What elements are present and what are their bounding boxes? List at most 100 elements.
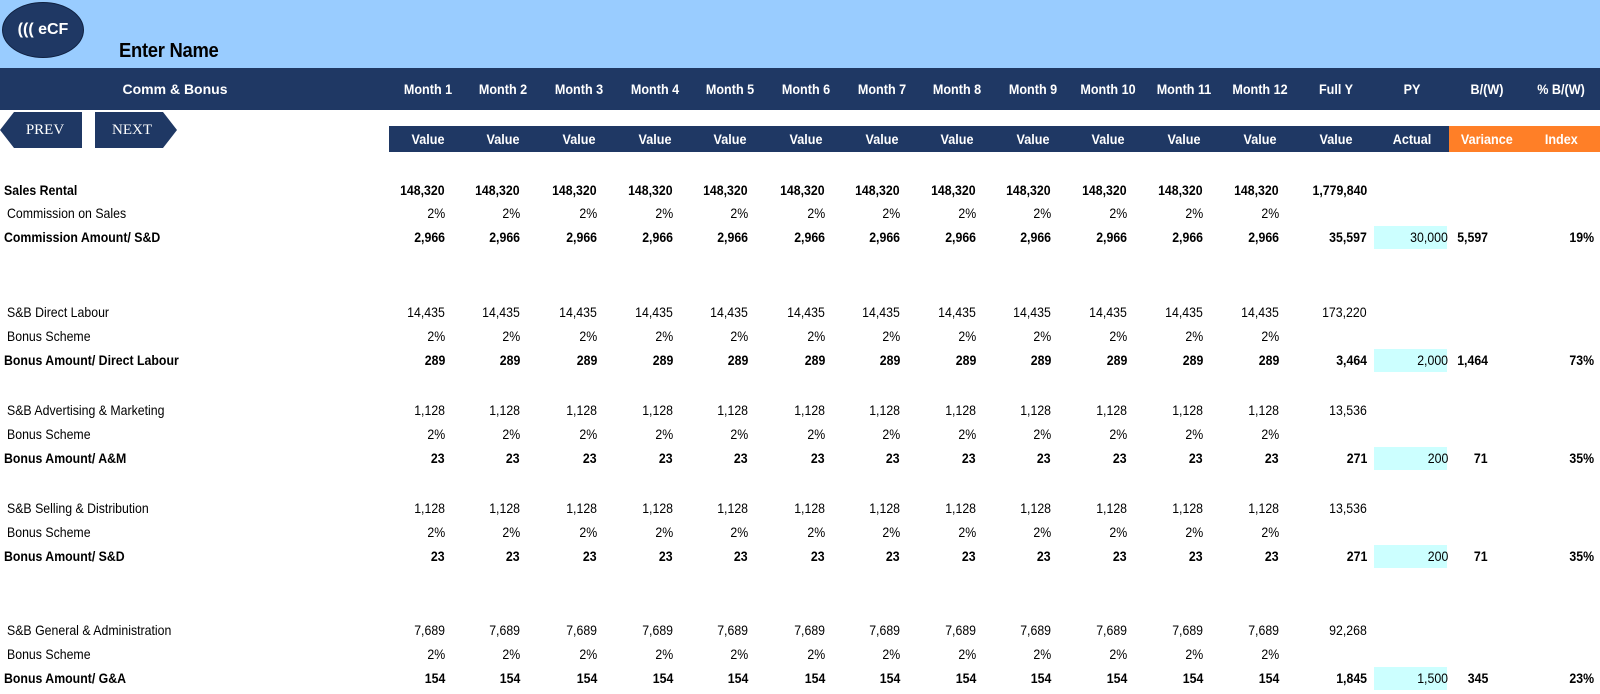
cell-month-6[interactable]: 23 [811,450,825,466]
cell-month-8[interactable]: 154 [955,670,976,686]
cell-month-4[interactable]: 14,435 [635,304,673,320]
cell-month-1[interactable]: 2% [427,328,445,344]
cell-month-12[interactable]: 289 [1258,352,1279,368]
cell-month-3[interactable]: 23 [583,450,597,466]
cell-month-2[interactable]: 2% [502,426,520,442]
cell-month-9[interactable]: 14,435 [1013,304,1051,320]
cell-py[interactable]: 2,000 [1417,352,1448,368]
cell-month-6[interactable]: 7,689 [794,622,825,638]
cell-month-9[interactable]: 2% [1033,426,1051,442]
cell-month-8[interactable]: 2% [958,524,976,540]
cell-month-5[interactable]: 23 [734,548,748,564]
cell-month-11[interactable]: 2% [1185,524,1203,540]
cell-month-10[interactable]: 1,128 [1096,402,1127,418]
cell-month-8[interactable]: 2,966 [945,229,976,245]
cell-month-3[interactable]: 14,435 [559,304,597,320]
cell-month-3[interactable]: 2% [579,646,597,662]
cell-month-1[interactable]: 1,128 [414,500,445,516]
cell-month-7[interactable]: 23 [886,548,900,564]
cell-month-11[interactable]: 2% [1185,205,1203,221]
cell-month-2[interactable]: 7,689 [489,622,520,638]
cell-month-3[interactable]: 2% [579,426,597,442]
cell-month-3[interactable]: 23 [583,548,597,564]
cell-month-12[interactable]: 14,435 [1241,304,1279,320]
cell-month-3[interactable]: 2% [579,328,597,344]
cell-month-5[interactable]: 2% [730,205,748,221]
cell-month-2[interactable]: 1,128 [489,402,520,418]
cell-month-9[interactable]: 23 [1037,548,1051,564]
cell-month-4[interactable]: 1,128 [642,402,673,418]
cell-month-9[interactable]: 23 [1037,450,1051,466]
cell-month-2[interactable]: 2% [502,646,520,662]
cell-month-9[interactable]: 154 [1030,670,1051,686]
cell-month-2[interactable]: 2% [502,328,520,344]
cell-month-3[interactable]: 148,320 [552,182,597,198]
cell-month-11[interactable]: 289 [1182,352,1203,368]
cell-b-w[interactable]: 35% [1569,450,1594,466]
cell-month-7[interactable]: 154 [879,670,900,686]
cell-full-y[interactable]: 13,536 [1329,500,1367,516]
cell-month-10[interactable]: 2% [1109,205,1127,221]
cell-month-7[interactable]: 2,966 [869,229,900,245]
cell-month-8[interactable]: 1,128 [945,500,976,516]
next-button[interactable]: NEXT [95,112,177,148]
cell-py[interactable]: 1,500 [1417,670,1448,686]
cell-month-11[interactable]: 23 [1189,450,1203,466]
cell-month-10[interactable]: 2% [1109,646,1127,662]
cell-month-7[interactable]: 7,689 [869,622,900,638]
cell-month-2[interactable]: 2% [502,524,520,540]
cell-month-10[interactable]: 148,320 [1082,182,1127,198]
cell-month-2[interactable]: 14,435 [482,304,520,320]
cell-full-y[interactable]: 271 [1346,548,1367,564]
cell-b-w[interactable]: 23% [1569,670,1594,686]
cell-b-w[interactable]: 71 [1474,450,1488,466]
cell-month-8[interactable]: 2% [958,328,976,344]
cell-month-12[interactable]: 1,128 [1248,500,1279,516]
cell-month-6[interactable]: 1,128 [794,500,825,516]
cell-month-4[interactable]: 1,128 [642,500,673,516]
cell-month-12[interactable]: 2% [1261,328,1279,344]
cell-month-7[interactable]: 289 [879,352,900,368]
cell-month-9[interactable]: 2% [1033,646,1051,662]
cell-full-y[interactable]: 1,845 [1336,670,1367,686]
cell-month-9[interactable]: 289 [1030,352,1051,368]
cell-month-1[interactable]: 2% [427,646,445,662]
cell-month-5[interactable]: 2,966 [717,229,748,245]
cell-month-12[interactable]: 7,689 [1248,622,1279,638]
cell-month-3[interactable]: 1,128 [566,402,597,418]
cell-month-5[interactable]: 14,435 [710,304,748,320]
cell-month-9[interactable]: 2% [1033,205,1051,221]
cell-month-6[interactable]: 289 [804,352,825,368]
cell-b-w[interactable]: 35% [1569,548,1594,564]
cell-month-10[interactable]: 23 [1113,450,1127,466]
cell-month-4[interactable]: 7,689 [642,622,673,638]
cell-month-7[interactable]: 14,435 [862,304,900,320]
cell-month-1[interactable]: 154 [424,670,445,686]
cell-month-8[interactable]: 1,128 [945,402,976,418]
cell-month-3[interactable]: 154 [576,670,597,686]
cell-month-2[interactable]: 2,966 [489,229,520,245]
cell-month-12[interactable]: 23 [1265,450,1279,466]
cell-month-1[interactable]: 148,320 [400,182,445,198]
cell-month-8[interactable]: 289 [955,352,976,368]
cell-month-7[interactable]: 23 [886,450,900,466]
cell-month-9[interactable]: 148,320 [1006,182,1051,198]
cell-month-9[interactable]: 1,128 [1020,402,1051,418]
cell-month-12[interactable]: 1,128 [1248,402,1279,418]
cell-month-8[interactable]: 23 [962,548,976,564]
cell-month-12[interactable]: 23 [1265,548,1279,564]
cell-month-5[interactable]: 148,320 [703,182,748,198]
cell-month-10[interactable]: 2,966 [1096,229,1127,245]
cell-b-w[interactable]: 5,597 [1457,229,1488,245]
cell-month-7[interactable]: 1,128 [869,500,900,516]
cell-month-4[interactable]: 289 [652,352,673,368]
cell-month-2[interactable]: 23 [506,548,520,564]
cell-month-5[interactable]: 1,128 [717,500,748,516]
cell-month-9[interactable]: 2% [1033,328,1051,344]
cell-month-4[interactable]: 23 [659,548,673,564]
cell-month-6[interactable]: 2,966 [794,229,825,245]
cell-month-10[interactable]: 154 [1106,670,1127,686]
cell-month-2[interactable]: 1,128 [489,500,520,516]
cell-month-6[interactable]: 148,320 [780,182,825,198]
cell-month-6[interactable]: 154 [804,670,825,686]
